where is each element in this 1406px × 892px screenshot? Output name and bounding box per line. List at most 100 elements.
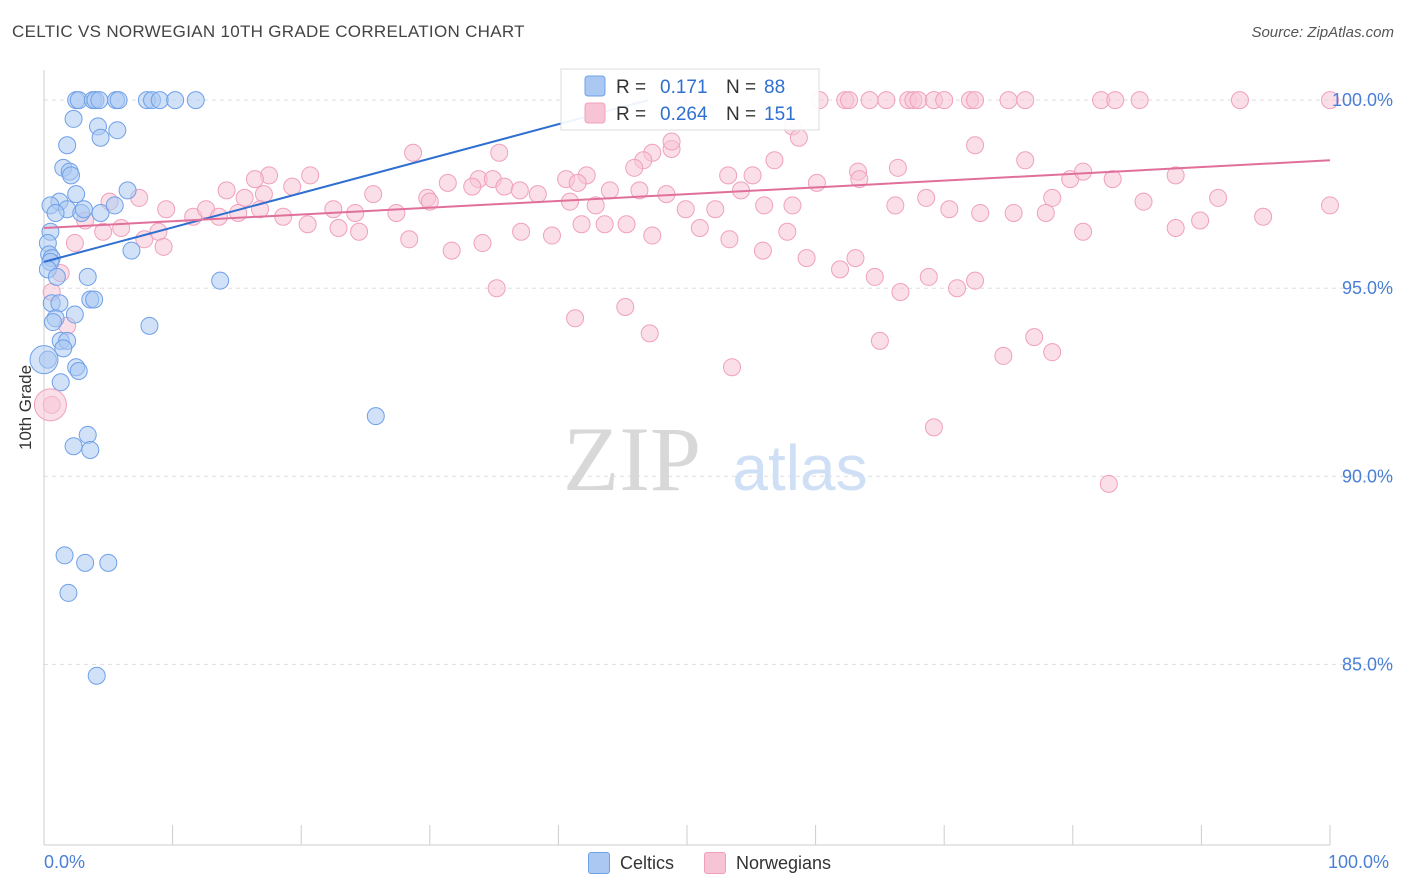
point-norwegians — [888, 158, 907, 177]
point-celtics — [74, 200, 93, 219]
y-tick-label: 85.0% — [1342, 654, 1393, 674]
point-celtics — [44, 313, 63, 332]
point-norwegians — [157, 200, 176, 219]
point-norwegians — [662, 132, 681, 151]
point-norwegians — [919, 267, 938, 286]
point-norwegians — [935, 91, 954, 110]
point-norwegians — [719, 166, 738, 185]
point-norwegians — [999, 91, 1018, 110]
watermark-atlas: atlas — [732, 432, 867, 504]
point-norwegians — [112, 219, 131, 238]
stats-n-value: 88 — [764, 77, 785, 98]
stats-r-value: 0.171 — [660, 77, 708, 98]
point-celtics — [65, 305, 84, 324]
point-norwegians — [329, 219, 348, 238]
point-norwegians — [283, 177, 302, 196]
point-celtics — [50, 294, 69, 313]
point-norwegians — [298, 215, 317, 234]
point-celtics — [59, 583, 78, 602]
trend-line-norwegians — [43, 159, 1331, 230]
point-norwegians — [1166, 219, 1185, 238]
point-norwegians — [595, 215, 614, 234]
point-norwegians — [1191, 211, 1210, 230]
point-norwegians — [840, 91, 859, 110]
legend-item-norwegians[interactable]: Norwegians — [704, 852, 831, 874]
point-norwegians — [807, 173, 826, 192]
trend-lines — [43, 99, 1331, 263]
point-celtics — [69, 361, 88, 380]
point-norwegians — [706, 200, 725, 219]
point-norwegians — [512, 222, 531, 241]
point-celtics — [90, 91, 109, 110]
point-norwegians — [1074, 162, 1093, 181]
data-points — [29, 91, 1339, 685]
legend-label-celtics: Celtics — [620, 852, 675, 873]
gridlines — [44, 99, 1395, 665]
point-norwegians — [865, 267, 884, 286]
point-norwegians — [1074, 222, 1093, 241]
point-norwegians — [1230, 91, 1249, 110]
point-norwegians — [566, 309, 585, 328]
point-norwegians — [966, 136, 985, 155]
point-norwegians — [1166, 166, 1185, 185]
point-norwegians — [891, 282, 910, 301]
point-norwegians — [1209, 188, 1228, 207]
point-norwegians — [720, 230, 739, 249]
point-norwegians — [850, 170, 869, 189]
point-norwegians — [1321, 196, 1339, 215]
point-norwegians — [886, 196, 905, 215]
point-norwegians — [404, 143, 423, 162]
source-label: Source: ZipAtlas.com — [1251, 24, 1394, 41]
point-norwegians — [940, 200, 959, 219]
point-celtics — [58, 136, 77, 155]
point-norwegians — [1321, 91, 1339, 110]
stats-n-label: N = — [726, 104, 756, 125]
stats-r-label: R = — [616, 77, 646, 98]
point-celtics — [62, 166, 81, 185]
point-norwegians — [1043, 343, 1062, 362]
point-celtics — [99, 553, 118, 572]
y-tick-label: 100.0% — [1332, 90, 1393, 110]
point-celtics — [67, 185, 86, 204]
point-norwegians — [1016, 151, 1035, 170]
point-norwegians — [971, 203, 990, 222]
point-norwegians — [542, 226, 561, 245]
point-celtics — [122, 241, 141, 260]
point-celtics — [140, 316, 159, 335]
point-norwegians — [235, 188, 254, 207]
point-norwegians — [966, 271, 985, 290]
chart-title: CELTIC VS NORWEGIAN 10TH GRADE CORRELATI… — [12, 22, 525, 41]
point-celtics — [47, 267, 66, 286]
point-norwegians — [1025, 328, 1044, 347]
point-norwegians — [789, 128, 808, 147]
point-norwegians — [1254, 207, 1273, 226]
point-norwegians — [917, 188, 936, 207]
point-norwegians — [640, 324, 659, 343]
point-celtics — [78, 267, 97, 286]
point-norwegians — [1043, 188, 1062, 207]
point-celtics — [51, 373, 70, 392]
point-norwegians — [94, 222, 113, 241]
legend-label-norwegians: Norwegians — [736, 852, 832, 873]
point-norwegians — [1004, 203, 1023, 222]
point-norwegians — [755, 196, 774, 215]
stats-r-label: R = — [616, 104, 646, 125]
point-norwegians — [1134, 192, 1153, 211]
point-celtics — [91, 203, 110, 222]
point-norwegians — [245, 170, 264, 189]
x-tick-label-max: 100.0% — [1328, 852, 1390, 872]
point-norwegians — [625, 158, 644, 177]
point-norwegians — [617, 215, 636, 234]
point-celtics — [109, 91, 128, 110]
stats-r-value: 0.264 — [660, 104, 708, 125]
point-norwegians — [643, 226, 662, 245]
point-norwegians — [630, 181, 649, 200]
point-norwegians — [254, 185, 273, 204]
point-norwegians — [723, 358, 742, 377]
x-tick-label-min: 0.0% — [44, 852, 86, 872]
point-norwegians — [487, 279, 506, 298]
point-celtics — [76, 553, 95, 572]
point-norwegians — [568, 173, 587, 192]
legend-item-celtics[interactable]: Celtics — [588, 852, 674, 874]
trend-line-celtics — [43, 99, 649, 263]
